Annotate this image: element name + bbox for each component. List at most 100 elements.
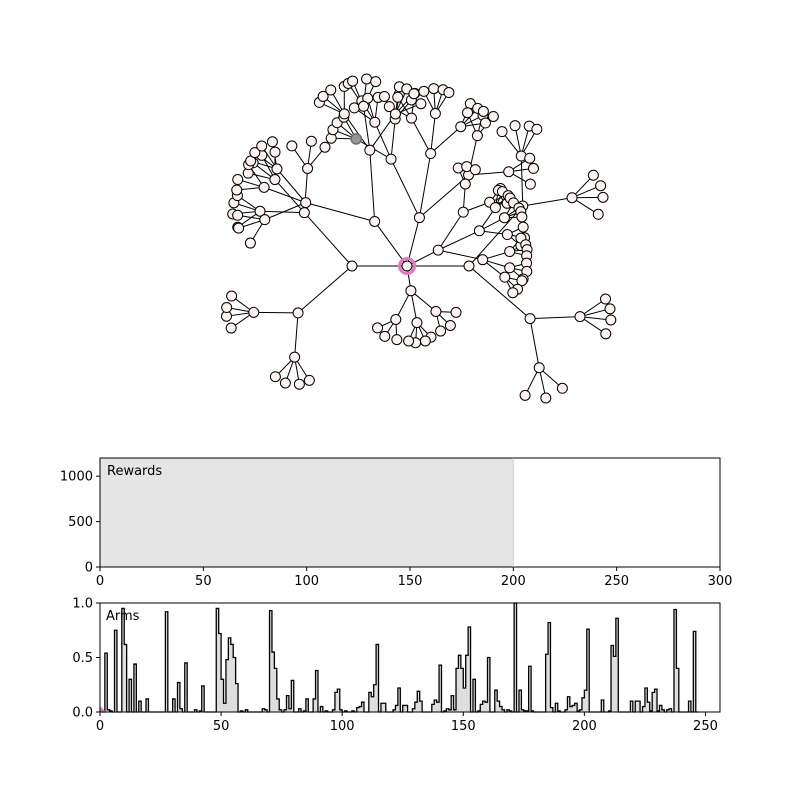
tree-node bbox=[304, 375, 314, 385]
arm-bar bbox=[371, 697, 373, 712]
tree-node bbox=[260, 215, 270, 225]
tree-node bbox=[270, 175, 280, 185]
tree-node bbox=[406, 113, 416, 123]
tree-node bbox=[347, 261, 357, 271]
tree-root-node bbox=[402, 261, 412, 271]
tree-edge bbox=[295, 313, 298, 357]
tree-edge bbox=[375, 122, 391, 159]
tree-node bbox=[606, 315, 616, 325]
y-tick-label: 0 bbox=[85, 561, 93, 576]
y-tick-label: 1000 bbox=[60, 470, 93, 485]
tree-node bbox=[370, 217, 380, 227]
x-tick-label: 150 bbox=[398, 574, 423, 589]
tree-node bbox=[557, 383, 567, 393]
x-tick-label: 200 bbox=[572, 719, 597, 734]
tree-edge bbox=[523, 198, 572, 206]
tree-node bbox=[436, 326, 446, 336]
tree-node bbox=[362, 74, 372, 84]
tree-node bbox=[517, 212, 527, 222]
tree-node bbox=[270, 372, 280, 382]
tree-node bbox=[456, 122, 466, 132]
tree-edge bbox=[438, 250, 482, 260]
arms-axes-frame bbox=[100, 603, 720, 712]
tree-node bbox=[348, 76, 358, 86]
tree-node bbox=[504, 167, 514, 177]
tree-node bbox=[249, 307, 259, 317]
tree-node bbox=[299, 208, 309, 218]
tree-node bbox=[463, 108, 473, 118]
tree-node bbox=[472, 131, 482, 141]
tree-node bbox=[232, 185, 242, 195]
tree-node bbox=[294, 379, 304, 389]
tree-node bbox=[234, 223, 244, 233]
x-tick-label: 50 bbox=[213, 719, 230, 734]
tree-node bbox=[419, 86, 429, 96]
tree-node bbox=[416, 99, 426, 109]
x-tick-label: 100 bbox=[330, 719, 355, 734]
tree-node bbox=[409, 89, 419, 99]
tree-diagram bbox=[222, 74, 616, 403]
highlighted-node bbox=[350, 133, 362, 145]
tree-node bbox=[588, 170, 598, 180]
x-tick-label: 300 bbox=[708, 574, 733, 589]
tree-node bbox=[303, 163, 313, 173]
tree-node bbox=[528, 163, 538, 173]
tree-node bbox=[444, 88, 454, 98]
tree-node bbox=[575, 312, 585, 322]
tree-node bbox=[257, 141, 267, 151]
tree-edge bbox=[530, 317, 580, 319]
x-tick-label: 200 bbox=[501, 574, 526, 589]
x-tick-label: 50 bbox=[195, 574, 212, 589]
tree-node bbox=[500, 272, 510, 282]
tree-node bbox=[259, 182, 269, 192]
tree-node bbox=[567, 193, 577, 203]
tree-edge bbox=[431, 114, 436, 154]
tree-node bbox=[426, 149, 436, 159]
tree-node bbox=[429, 84, 439, 94]
tree-node bbox=[412, 318, 422, 328]
tree-edge bbox=[391, 159, 419, 217]
tree-node bbox=[287, 141, 297, 151]
arm-bar bbox=[437, 702, 439, 712]
tree-edge bbox=[530, 319, 539, 368]
tree-node bbox=[406, 286, 416, 296]
y-tick-label: 500 bbox=[68, 515, 93, 530]
tree-node bbox=[497, 127, 507, 137]
y-tick-label: 1.0 bbox=[72, 597, 93, 612]
tree-edge bbox=[298, 266, 352, 313]
tree-node bbox=[414, 213, 424, 223]
tree-node bbox=[222, 303, 232, 313]
tree-node bbox=[267, 137, 277, 147]
tree-edge bbox=[370, 150, 375, 221]
tree-node bbox=[601, 294, 611, 304]
tree-node bbox=[460, 179, 470, 189]
tree-node bbox=[359, 101, 369, 111]
tree-node bbox=[393, 92, 403, 102]
tree-node bbox=[370, 117, 380, 127]
tree-node bbox=[593, 209, 603, 219]
tree-node bbox=[233, 210, 243, 220]
tree-edge bbox=[306, 203, 375, 222]
tree-edge bbox=[254, 312, 298, 313]
tree-node bbox=[270, 147, 280, 157]
tree-node bbox=[391, 314, 401, 324]
tree-node bbox=[280, 378, 290, 388]
tree-node bbox=[502, 230, 512, 240]
arms-label: Arms bbox=[106, 609, 140, 624]
tree-node bbox=[505, 247, 515, 257]
tree-node bbox=[290, 352, 300, 362]
tree-node bbox=[380, 331, 390, 341]
tree-node bbox=[233, 175, 243, 185]
tree-node bbox=[478, 255, 488, 265]
tree-edge bbox=[411, 118, 430, 153]
tree-node bbox=[525, 179, 535, 189]
tree-node bbox=[478, 106, 488, 116]
tree-node bbox=[532, 124, 542, 134]
tree-node bbox=[601, 329, 611, 339]
tree-node bbox=[326, 85, 336, 95]
tree-node bbox=[245, 238, 255, 248]
y-tick-label: 0.0 bbox=[72, 706, 93, 721]
tree-node bbox=[379, 91, 389, 101]
